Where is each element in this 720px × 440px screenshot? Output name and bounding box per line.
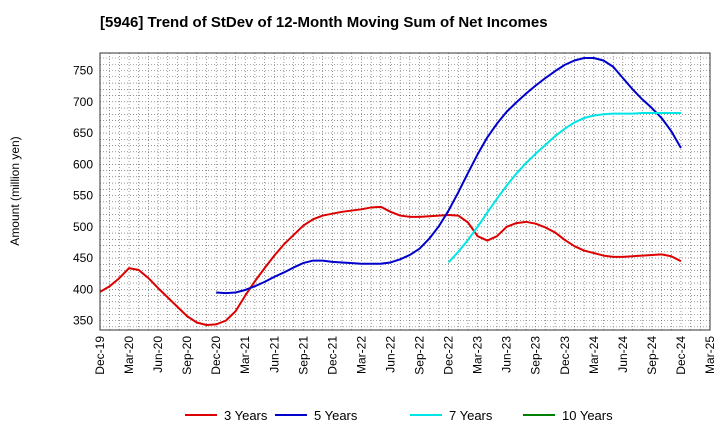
x-tick-label: Dec-24	[674, 336, 688, 375]
x-tick-label: Sep-22	[413, 336, 427, 375]
x-tick-label: Mar-22	[354, 336, 368, 374]
x-tick-label: Dec-22	[442, 336, 456, 375]
x-tick-label: Sep-21	[296, 336, 310, 375]
legend-label: 3 Years	[224, 408, 268, 423]
x-tick-label: Sep-23	[529, 336, 543, 375]
x-tick-label: Dec-23	[558, 336, 572, 375]
y-tick-label: 600	[73, 157, 93, 171]
y-tick-label: 400	[73, 282, 93, 296]
y-tick-label: 550	[73, 189, 93, 203]
series-line	[216, 57, 682, 295]
lines-layer	[99, 57, 682, 326]
x-tick-label: Jun-24	[616, 336, 630, 373]
plot-area	[100, 53, 710, 330]
x-tick-label: Jun-20	[151, 336, 165, 373]
y-tick-label: 650	[73, 126, 93, 140]
y-axis-label: Amount (million yen)	[8, 136, 22, 245]
x-tick-label: Jun-21	[267, 336, 281, 373]
series-line	[99, 205, 682, 326]
x-tick-label: Dec-19	[93, 336, 107, 375]
x-tick-label: Mar-24	[587, 336, 601, 374]
x-tick-label: Mar-25	[703, 336, 717, 374]
legend-label: 5 Years	[314, 408, 358, 423]
x-tick-label: Mar-20	[122, 336, 136, 374]
y-tick-label: 450	[73, 251, 93, 265]
legend-label: 7 Years	[449, 408, 493, 423]
plot-frame	[99, 52, 711, 331]
x-axis-ticks: Dec-19 Mar-20 Jun-20 Sep-20 Dec-20 Mar-21 Jun-…	[93, 336, 717, 375]
y-axis-ticks: 350 400 450 500 550 600 650 700 750	[73, 64, 93, 328]
x-tick-label: Dec-21	[325, 336, 339, 375]
x-tick-label: Jun-22	[383, 336, 397, 373]
legend-label: 10 Years	[562, 408, 613, 423]
x-tick-label: Mar-21	[238, 336, 252, 374]
x-tick-label: Jun-23	[500, 336, 514, 373]
series-line	[447, 112, 681, 264]
x-tick-label: Sep-20	[180, 336, 194, 375]
y-tick-label: 500	[73, 220, 93, 234]
x-tick-label: Dec-20	[209, 336, 223, 375]
y-tick-label: 700	[73, 95, 93, 109]
chart-title: [5946] Trend of StDev of 12-Month Moving…	[100, 14, 548, 31]
y-tick-label: 350	[73, 314, 93, 328]
y-tick-label: 750	[73, 64, 93, 78]
x-tick-label: Sep-24	[645, 336, 659, 375]
legend: 3 Years 5 Years 7 Years 10 Years	[185, 408, 613, 423]
x-tick-label: Mar-23	[471, 336, 485, 374]
